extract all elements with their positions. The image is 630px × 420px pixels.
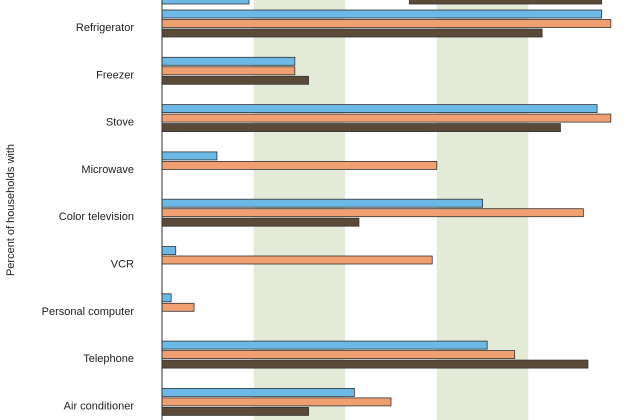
category-label: Stove [106,117,134,129]
bar [161,19,612,28]
bar [161,340,488,350]
bar [161,151,218,161]
category-labels: Refrigerator Freezer Stove Microwave Color t… [42,22,135,412]
bar [161,359,589,369]
bar [161,350,516,360]
category-label: Color television [59,211,134,223]
bar [161,208,584,218]
bar [161,28,543,38]
category-label: VCR [111,259,134,271]
category-label: Refrigerator [76,22,134,34]
bar-partial [161,0,250,5]
bar [161,397,392,407]
bar [161,293,172,303]
bar [161,66,296,76]
category-label: Freezer [96,69,134,81]
bar [161,302,195,312]
bar [161,198,484,208]
bar [161,160,438,170]
bar [161,217,360,227]
bars-group [161,0,612,416]
category-label: Personal computer [42,306,135,318]
bar [161,104,598,113]
category-label: Air conditioner [64,400,135,412]
bar [161,56,296,66]
bar [161,246,177,255]
category-label: Telephone [83,353,134,365]
y-axis-label: Percent of households with [5,144,17,276]
bar [161,75,309,85]
category-label: Microwave [81,164,134,176]
bar [161,9,603,19]
bar [161,255,433,265]
bar [161,406,309,416]
bar [161,123,561,132]
bar-partial [408,0,603,5]
bar [161,113,612,123]
bar [161,387,355,397]
